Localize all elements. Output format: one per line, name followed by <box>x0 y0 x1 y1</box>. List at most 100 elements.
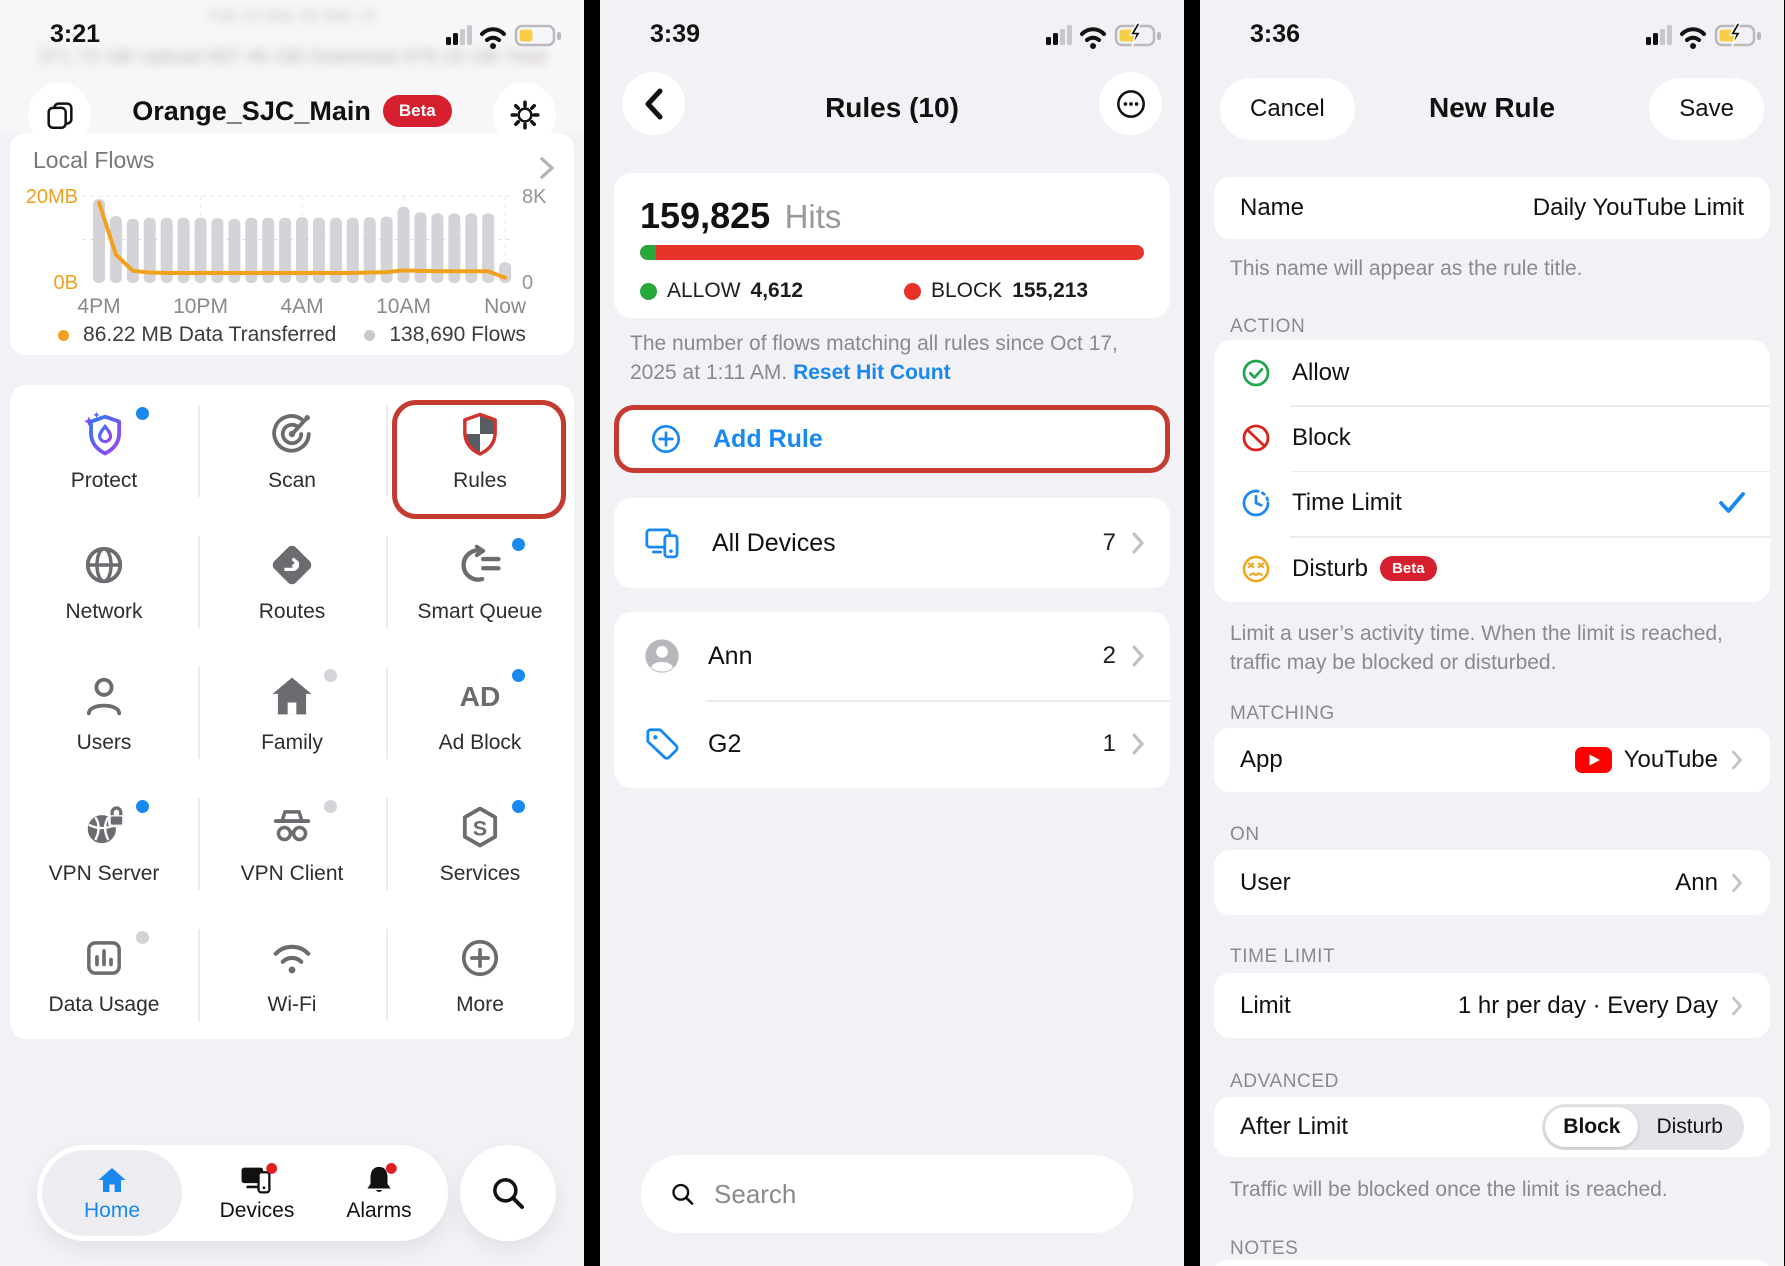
limit-value: 1 hr per day · Every Day <box>1457 991 1718 1019</box>
flows-label: 138,690 Flows <box>389 323 526 346</box>
row-divider <box>1290 405 1770 407</box>
smart-queue-icon <box>461 544 501 582</box>
grid-item-vpn-server[interactable]: VPN Server <box>10 778 198 909</box>
allow-progress-segment <box>640 245 656 260</box>
grid-item-vpn-client[interactable]: VPN Client <box>198 778 386 909</box>
hits-caption-text: The number of flows matching all rules s… <box>630 332 1118 384</box>
action-time-limit-row[interactable]: Time Limit <box>1214 471 1770 536</box>
user-ann-count: 2 <box>1102 642 1116 669</box>
grid-item-data-usage[interactable]: Data Usage <box>10 909 198 1040</box>
segment-block[interactable]: Block <box>1545 1107 1639 1147</box>
plus-circle-icon <box>651 424 681 454</box>
box-title: Orange_SJC_Main <box>132 95 371 126</box>
badge-dot <box>324 669 337 682</box>
section-header-matching: MATCHING <box>1230 703 1335 724</box>
search-input[interactable] <box>712 1177 1105 1211</box>
grid-item-label: Routes <box>258 600 326 623</box>
group-g2-row[interactable]: G2 1 <box>614 700 1170 788</box>
grid-item-protect[interactable]: Protect <box>10 385 198 516</box>
disturb-face-icon <box>1242 555 1270 582</box>
grid-item-routes[interactable]: Routes <box>198 516 386 647</box>
badge-dot <box>136 407 149 420</box>
badge-dot <box>136 800 149 813</box>
chart-legend: 86.22 MB Data Transferred 138,690 Flows <box>10 323 574 347</box>
limit-row[interactable]: Limit 1 hr per day · Every Day <box>1214 973 1770 1038</box>
chevron-right-icon <box>1732 750 1742 770</box>
routes-diamond-icon <box>272 545 312 585</box>
grid-item-users[interactable]: Users <box>10 647 198 778</box>
grid-item-more[interactable]: More <box>386 909 574 1040</box>
app-row[interactable]: App YouTube <box>1214 728 1770 792</box>
grid-item-smart-queue[interactable]: Smart Queue <box>386 516 574 647</box>
search-bar[interactable] <box>641 1155 1133 1233</box>
action-disturb-label: Disturb <box>1292 554 1369 582</box>
grid-item-label: Services <box>439 862 521 885</box>
tab-home[interactable]: Home <box>42 1150 182 1236</box>
tab-devices[interactable]: Devices <box>197 1150 317 1236</box>
allow-label: ALLOW <box>667 279 741 302</box>
disturb-beta-badge: Beta <box>1380 556 1437 581</box>
globe-icon <box>85 546 123 584</box>
grid-item-ad-block[interactable]: AD Ad Block <box>386 647 574 778</box>
save-button[interactable]: Save <box>1649 78 1764 140</box>
devices-icon <box>241 1163 278 1194</box>
page-title: New Rule <box>1428 92 1556 123</box>
all-devices-card[interactable]: All Devices 7 <box>614 498 1170 588</box>
svg-text:10PM: 10PM <box>173 295 228 318</box>
add-rule-button[interactable]: Add Rule <box>614 405 1170 473</box>
services-hexagon-icon: S <box>462 806 498 848</box>
blurred-stats: 371.73 GB Upload 607.45 GB Download 978.… <box>37 46 547 68</box>
grid-item-services[interactable]: S Services <box>386 778 574 909</box>
segment-disturb[interactable]: Disturb <box>1656 1115 1723 1138</box>
chevron-right-icon[interactable] <box>536 155 558 181</box>
all-devices-row[interactable]: All Devices 7 <box>614 498 1170 588</box>
action-allow-row[interactable]: Allow <box>1214 340 1770 405</box>
badge-dot <box>324 800 337 813</box>
name-field-row[interactable]: Name Daily YouTube Limit <box>1214 177 1770 239</box>
grid-item-rules[interactable]: Rules <box>386 385 574 516</box>
grid-item-label: Users <box>76 731 132 754</box>
reset-hit-count-link[interactable]: Reset Hit Count <box>793 360 951 384</box>
action-allow-label: Allow <box>1292 358 1350 386</box>
more-options-button[interactable] <box>1099 72 1162 135</box>
status-icons <box>1644 20 1768 55</box>
gear-icon <box>509 99 540 130</box>
stacked-squares-icon <box>46 101 73 129</box>
block-prohibit-icon <box>1242 424 1270 451</box>
svg-text:0: 0 <box>522 272 533 294</box>
name-label: Name <box>1240 194 1305 221</box>
section-header-time-limit: TIME LIMIT <box>1230 946 1336 967</box>
svg-text:10AM: 10AM <box>376 295 431 318</box>
section-header-action: ACTION <box>1230 316 1306 337</box>
rule-targets-card: Ann 2 G2 1 <box>614 612 1170 788</box>
search-fab[interactable] <box>460 1145 556 1241</box>
action-card: Allow Block Time Limit <box>1214 340 1770 602</box>
plus-circle-icon <box>461 939 499 977</box>
data-transferred-dot <box>58 329 70 341</box>
name-value[interactable]: Daily YouTube Limit <box>1532 194 1744 221</box>
local-flows-card: Local Flows 20MB 0B 8K 0 4PM 10PM 4AM 10AM Now 8… <box>10 133 574 355</box>
chevron-right-icon <box>1132 532 1144 554</box>
action-block-row[interactable]: Block <box>1214 405 1770 470</box>
ad-block-icon: AD <box>460 681 501 712</box>
action-disturb-row[interactable]: Disturb Beta <box>1214 536 1770 601</box>
search-icon <box>672 1183 694 1205</box>
badge-dot <box>512 538 525 551</box>
grid-item-wifi[interactable]: Wi-Fi <box>198 909 386 1040</box>
back-button[interactable] <box>622 72 685 135</box>
avatar-icon <box>645 639 679 673</box>
status-icons <box>444 20 568 55</box>
new-rule-panel: 3:36 Cancel New Rule Save Name Daily You… <box>1200 0 1784 1266</box>
name-caption: This name will appear as the rule title. <box>1230 257 1583 280</box>
grid-item-scan[interactable]: Scan <box>198 385 386 516</box>
bottom-tab-bar: Home Devices Alarms <box>37 1145 448 1241</box>
home-header: Orange_SJC_Main Beta <box>0 95 584 127</box>
user-row[interactable]: User Ann <box>1214 850 1770 915</box>
user-ann-row[interactable]: Ann 2 <box>614 612 1170 700</box>
chevron-right-icon <box>1732 996 1742 1015</box>
grid-item-network[interactable]: Network <box>10 516 198 647</box>
grid-item-family[interactable]: Family <box>198 647 386 778</box>
tab-alarms[interactable]: Alarms <box>319 1150 439 1236</box>
cancel-button[interactable]: Cancel <box>1220 78 1355 140</box>
allow-dot <box>640 282 657 300</box>
